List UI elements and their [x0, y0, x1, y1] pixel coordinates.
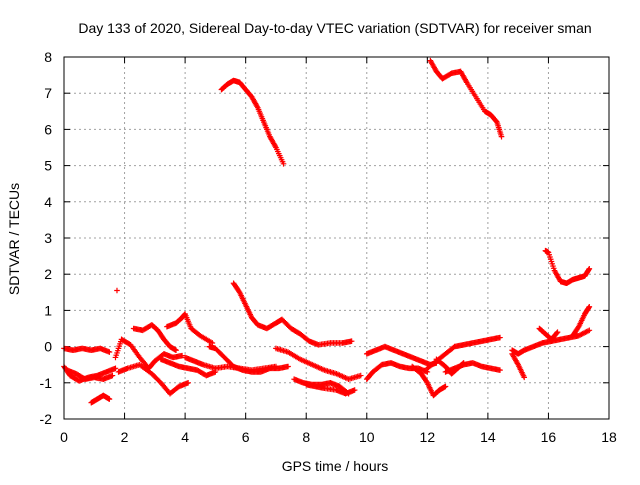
data-point — [586, 265, 593, 272]
data-point — [179, 352, 185, 359]
plot-frame — [63, 56, 610, 420]
series-arc-mid-16 — [542, 247, 593, 287]
x-tick-label: 0 — [60, 429, 68, 445]
series-arc-g — [130, 322, 179, 354]
data-point — [285, 363, 291, 370]
series-arc-n — [303, 381, 358, 397]
y-tick-label: 7 — [44, 85, 52, 101]
y-tick-label: 2 — [44, 266, 52, 282]
data-point — [109, 372, 116, 379]
data-point — [185, 380, 191, 386]
series-arc-t — [433, 356, 467, 377]
series-arc-c — [64, 367, 116, 382]
series-arc-high-2 — [427, 57, 505, 140]
data-point — [554, 329, 561, 335]
series-arc-u — [509, 327, 593, 357]
data-point — [553, 330, 560, 336]
x-tick-label: 2 — [121, 429, 129, 445]
series-arc-q — [409, 363, 449, 399]
y-tick-label: 3 — [44, 230, 52, 246]
series-arc-mid-6 — [230, 280, 355, 348]
y-tick-label: 5 — [44, 158, 52, 174]
data-point — [497, 334, 503, 341]
y-tick-label: -1 — [40, 375, 53, 391]
series-arc-x — [569, 303, 593, 339]
data-point — [114, 287, 120, 294]
x-tick-label: 4 — [181, 429, 189, 445]
x-tick-label: 16 — [541, 429, 557, 445]
series-isolated — [114, 287, 120, 294]
series-arc-k — [206, 343, 291, 375]
data-point — [112, 365, 119, 372]
chart-title: Day 133 of 2020, Sidereal Day-to-day VTE… — [78, 20, 591, 36]
data-point — [106, 349, 113, 355]
data-point — [280, 160, 287, 167]
series-arc-v — [509, 351, 528, 381]
series-arc-d — [88, 392, 113, 406]
y-tick-label: 8 — [44, 49, 52, 65]
grid-lines — [64, 57, 609, 419]
x-tick-label: 18 — [601, 429, 617, 445]
data-point — [348, 338, 355, 344]
x-tick-label: 12 — [420, 429, 436, 445]
data-point — [521, 374, 528, 381]
y-axis-label: SDTVAR / TECUs — [6, 183, 22, 295]
series-arc-high-1 — [218, 77, 287, 167]
x-tick-label: 10 — [359, 429, 375, 445]
y-tick-label: 1 — [44, 302, 52, 318]
x-tick-label: 8 — [302, 429, 310, 445]
data-point — [497, 367, 503, 373]
y-tick-label: 0 — [44, 339, 52, 355]
series-arc-r — [424, 334, 503, 372]
data-point — [586, 303, 593, 310]
y-tick-labels: -2 -1 0 1 2 3 4 5 6 7 8 — [40, 49, 53, 427]
x-axis-label: GPS time / hours — [282, 458, 389, 474]
series-arc-l — [273, 345, 364, 382]
series-arc-p — [363, 343, 440, 368]
data-point — [460, 360, 466, 367]
series-arc-f — [115, 361, 191, 397]
y-tick-label: -2 — [40, 411, 53, 427]
series-arc-w — [536, 325, 561, 343]
data-point — [357, 372, 364, 379]
series-arc-h — [164, 311, 216, 346]
data-point — [173, 347, 179, 354]
x-tick-labels: 0 2 4 6 8 10 12 14 16 18 — [60, 429, 617, 445]
data-point — [106, 396, 113, 402]
y-tick-label: 4 — [44, 194, 52, 210]
data-point — [460, 360, 467, 366]
data-points — [61, 57, 593, 406]
x-tick-label: 14 — [480, 429, 496, 445]
data-point — [498, 133, 505, 140]
x-tick-label: 6 — [242, 429, 250, 445]
series-arc-i — [158, 356, 219, 379]
data-point — [351, 387, 358, 393]
data-point — [586, 327, 593, 334]
y-tick-label: 6 — [44, 121, 52, 137]
series-arc-a — [61, 345, 113, 355]
data-point — [442, 383, 449, 390]
